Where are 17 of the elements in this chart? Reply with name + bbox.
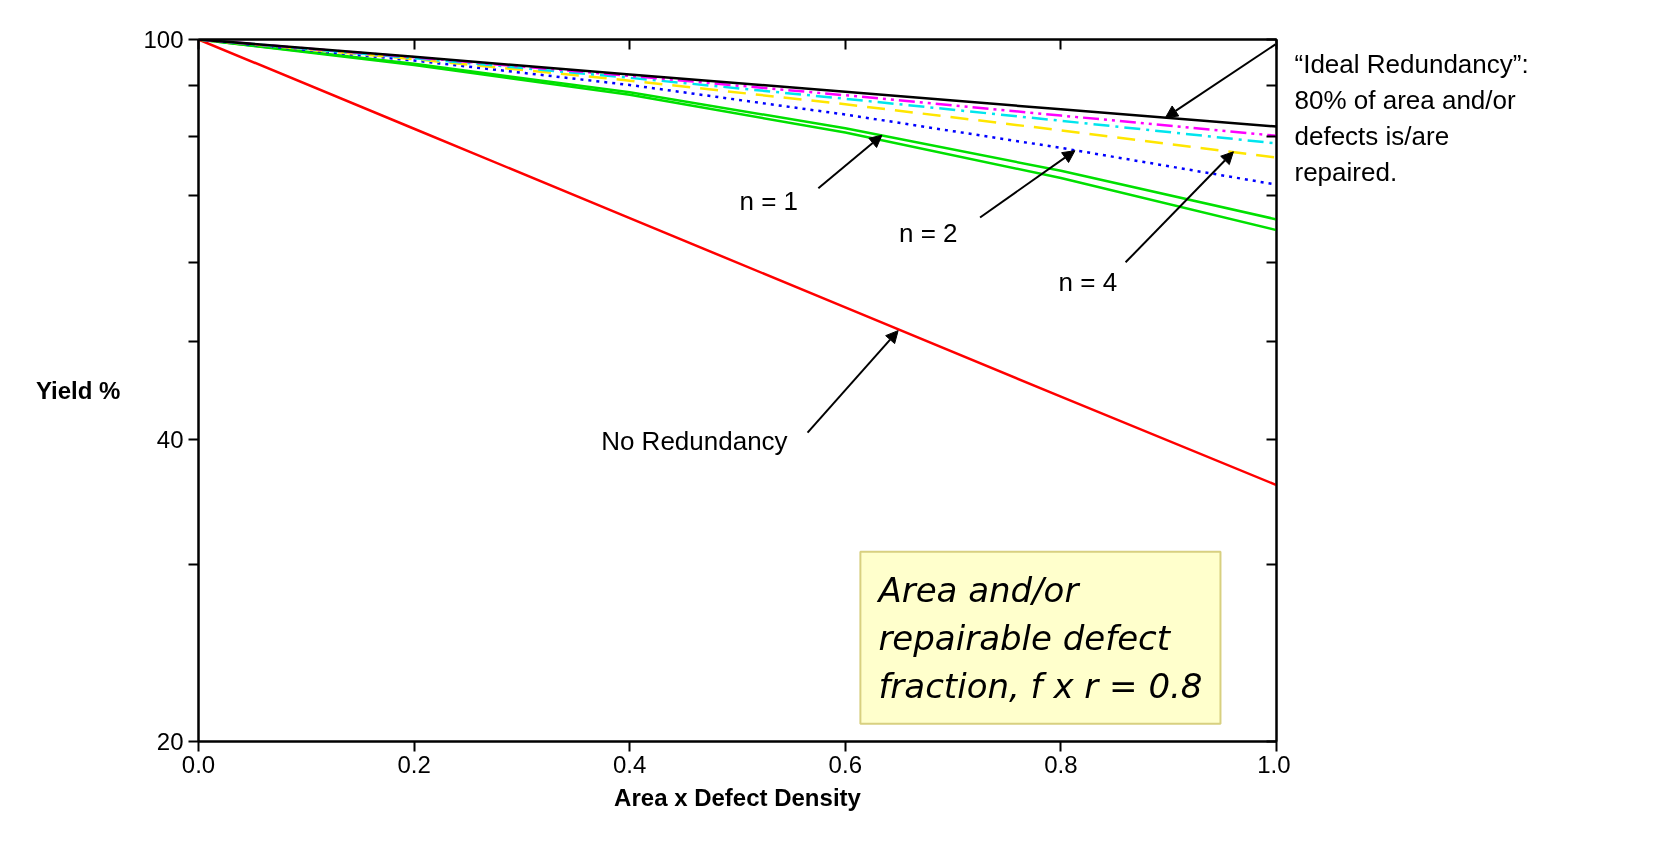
x-tick-label: 0.0 xyxy=(181,750,216,778)
annotation: No Redundancy xyxy=(601,426,788,457)
y-tick-label: 100 xyxy=(143,26,184,53)
annotation: “Ideal Redundancy”: 80% of area and/or defects is/are repaired. xyxy=(1294,48,1529,187)
x-axis-title: Area x Defect Density xyxy=(614,783,862,811)
annotation: n = 2 xyxy=(899,218,958,249)
x-tick-label: 1.0 xyxy=(1257,750,1291,778)
x-tick-label: 0.6 xyxy=(828,750,862,778)
x-tick-label: 0.2 xyxy=(397,750,431,778)
annotation: n = 4 xyxy=(1058,266,1118,297)
annotation: Area and/or repairable defect fraction, f x r = 0.8 xyxy=(876,569,1203,706)
y-tick-label: 40 xyxy=(156,425,184,453)
annotation: n = 1 xyxy=(739,186,799,217)
x-tick-label: 0.4 xyxy=(613,750,647,778)
y-axis-title: Yield % xyxy=(35,377,121,404)
y-tick-label: 20 xyxy=(156,728,184,755)
x-tick-label: 0.8 xyxy=(1044,750,1078,778)
